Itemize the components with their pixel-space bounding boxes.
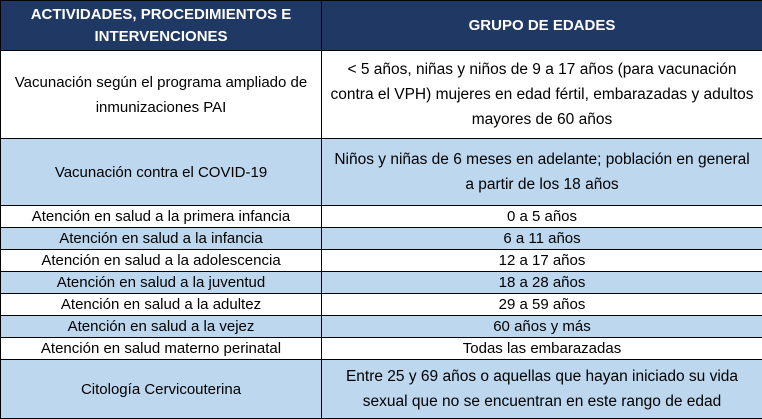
table-row: Atención en salud a la adolescencia 12 a…: [0, 249, 762, 272]
activity-cell: Atención en salud a la primera infancia: [0, 205, 322, 228]
table-row: Citología Cervicouterina Entre 25 y 69 a…: [0, 359, 762, 419]
activity-cell: Atención en salud a la infancia: [0, 227, 322, 250]
activity-cell: Vacunación contra el COVID-19: [0, 138, 322, 206]
age-group-cell: 60 años y más: [321, 315, 762, 338]
activity-cell: Atención en salud a la adolescencia: [0, 249, 322, 272]
table-row: Atención en salud a la primera infancia …: [0, 205, 762, 228]
age-group-cell: 29 a 59 años: [321, 293, 762, 316]
activity-cell: Vacunación según el programa ampliado de…: [0, 50, 322, 139]
activity-cell: Atención en salud materno perinatal: [0, 337, 322, 360]
activity-cell: Citología Cervicouterina: [0, 359, 322, 419]
age-group-cell: 18 a 28 años: [321, 271, 762, 294]
header-activities: ACTIVIDADES, PROCEDIMIENTOS E INTERVENCI…: [0, 0, 322, 51]
age-group-cell: Niños y niñas de 6 meses en adelante; po…: [321, 138, 762, 206]
activity-cell: Atención en salud a la adultez: [0, 293, 322, 316]
age-group-cell: Todas las embarazadas: [321, 337, 762, 360]
table-row: Atención en salud a la vejez 60 años y m…: [0, 315, 762, 338]
age-group-cell: Entre 25 y 69 años o aquellas que hayan …: [321, 359, 762, 419]
header-age-groups: GRUPO DE EDADES: [321, 0, 762, 51]
table-row: Atención en salud a la infancia 6 a 11 a…: [0, 227, 762, 250]
table-row: Atención en salud a la juventud 18 a 28 …: [0, 271, 762, 294]
table-row: Atención en salud materno perinatal Toda…: [0, 337, 762, 360]
table-row: Vacunación según el programa ampliado de…: [0, 50, 762, 139]
table-row: Vacunación contra el COVID-19 Niños y ni…: [0, 138, 762, 206]
age-group-cell: < 5 años, niñas y niños de 9 a 17 años (…: [321, 50, 762, 139]
table-row: Atención en salud a la adultez 29 a 59 a…: [0, 293, 762, 316]
activity-cell: Atención en salud a la juventud: [0, 271, 322, 294]
table-header-row: ACTIVIDADES, PROCEDIMIENTOS E INTERVENCI…: [0, 0, 762, 51]
age-group-cell: 6 a 11 años: [321, 227, 762, 250]
activity-cell: Atención en salud a la vejez: [0, 315, 322, 338]
age-group-cell: 0 a 5 años: [321, 205, 762, 228]
age-group-cell: 12 a 17 años: [321, 249, 762, 272]
